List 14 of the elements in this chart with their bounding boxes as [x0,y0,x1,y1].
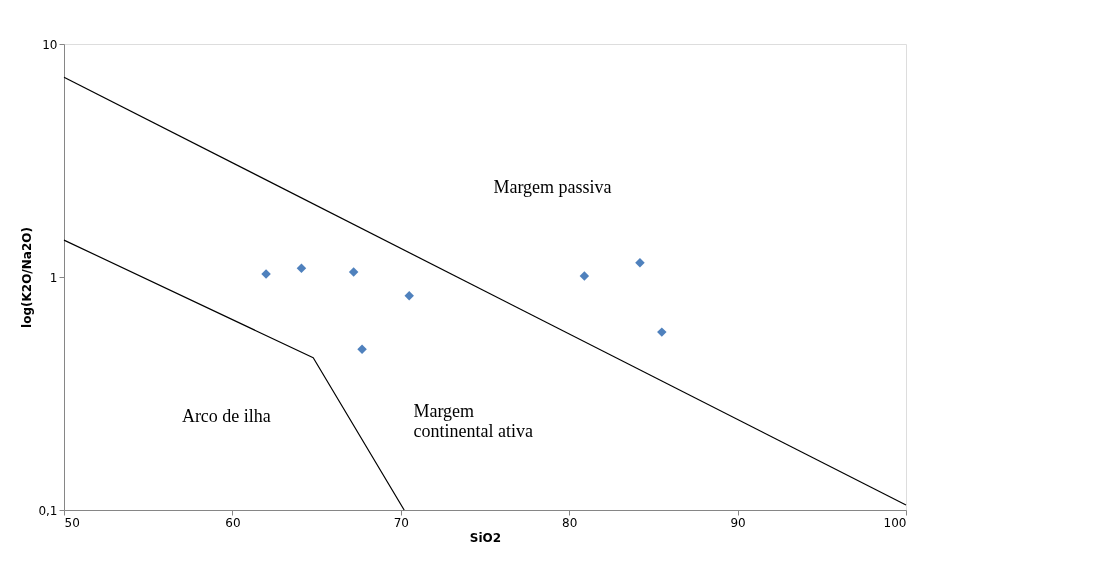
y-tick-label: 1 [49,270,58,285]
x-tick-label: 60 [225,515,241,530]
x-tick-label: 80 [562,515,578,530]
y-tick-label: 0,1 [38,503,58,518]
y-axis-title: log(K2O/Na2O) [20,227,35,328]
x-tick-label: 50 [64,515,80,530]
x-tick-label: 100 [883,515,907,530]
y-tick-label: 10 [42,37,58,52]
x-tick-label: 90 [730,515,746,530]
annotation: Margem passiva [493,177,612,198]
annotation: Margem continental ativa [413,401,533,442]
annotation: Arco de ilha [181,405,271,426]
x-axis-title: SiO2 [469,530,502,545]
x-tick-label: 70 [393,515,409,530]
